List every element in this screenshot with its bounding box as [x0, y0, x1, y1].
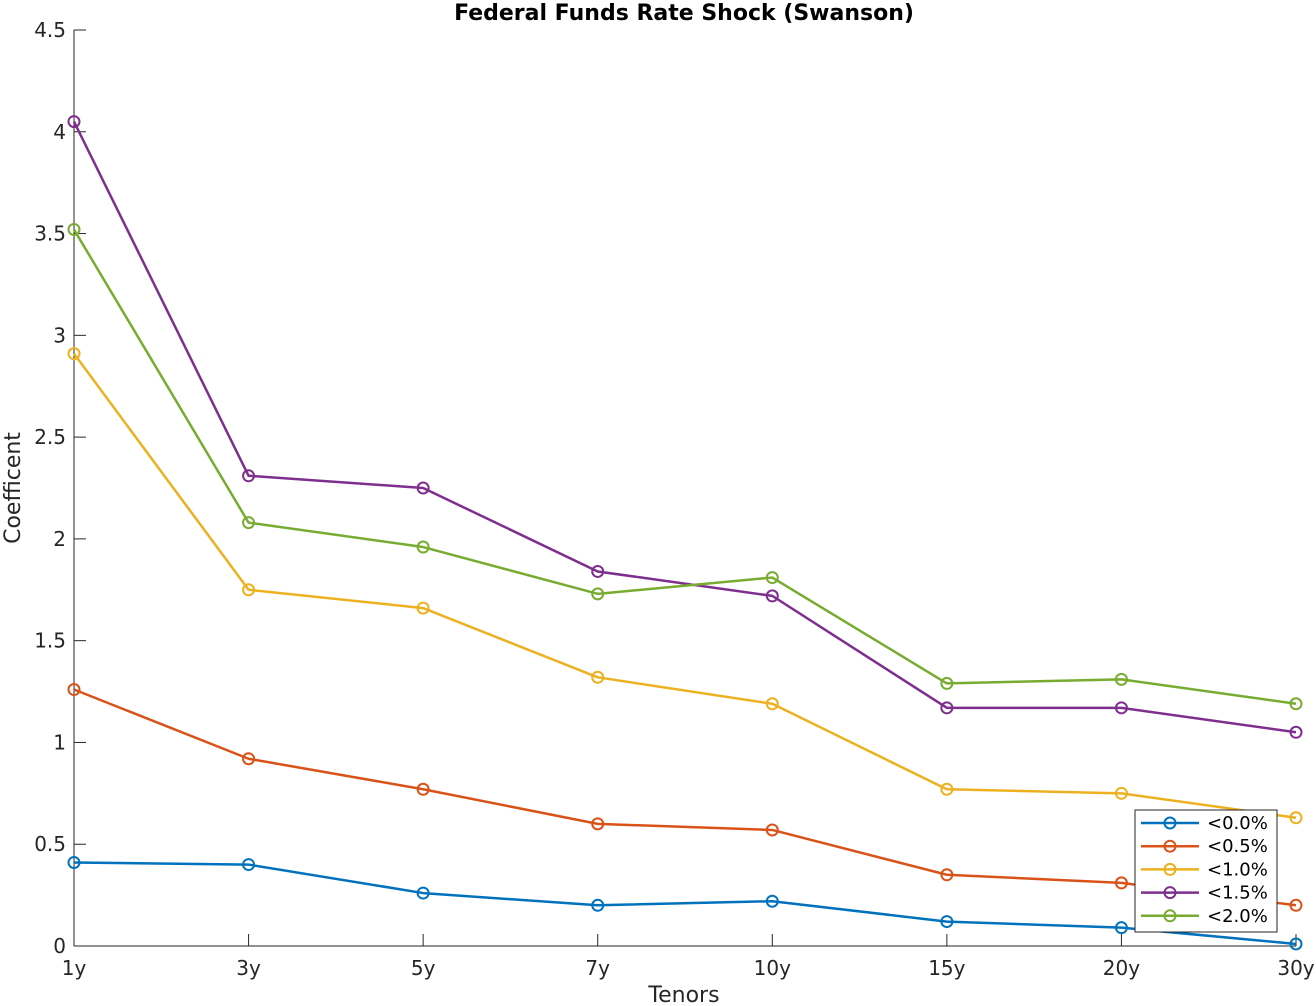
data-point — [765, 589, 779, 603]
legend-item: <1.5% — [1141, 883, 1268, 904]
legend-item: <2.0% — [1141, 906, 1268, 927]
data-point — [67, 856, 81, 870]
data-point — [765, 823, 779, 837]
data-point — [416, 540, 430, 554]
y-tick-label: 0 — [53, 934, 66, 958]
series-line — [73, 688, 1297, 907]
data-point — [591, 817, 605, 831]
axes: 0 0.5 1 1.5 2 2.5 3 3.5 4 4.5 1y 3y 5y 7y 10y 15y 20y 30y — [34, 18, 1315, 980]
data-point — [67, 115, 81, 129]
x-tick-label: 5y — [411, 956, 436, 980]
data-point — [242, 583, 256, 597]
data-point — [1114, 921, 1128, 935]
legend-marker — [1163, 909, 1177, 923]
data-point — [242, 858, 256, 872]
series-layer — [67, 115, 1303, 951]
data-point — [242, 752, 256, 766]
legend-label: <1.5% — [1207, 883, 1268, 904]
data-point — [1114, 876, 1128, 890]
y-tick-label: 3.5 — [34, 222, 66, 246]
data-point — [940, 701, 954, 715]
legend-marker — [1163, 839, 1177, 853]
legend-marker — [1163, 862, 1177, 876]
data-point — [416, 782, 430, 796]
legend-item: <0.0% — [1141, 813, 1268, 834]
data-point — [1289, 725, 1303, 739]
data-point — [416, 886, 430, 900]
legend-item: <0.5% — [1141, 836, 1268, 857]
data-point — [591, 564, 605, 578]
data-point — [67, 683, 81, 697]
legend-marker — [1163, 816, 1177, 830]
series-line — [72, 121, 1297, 734]
y-tick-label: 0.5 — [34, 832, 66, 856]
legend-marker — [1163, 886, 1177, 900]
legend-item: <1.0% — [1141, 859, 1268, 880]
x-tick-label: 1y — [62, 956, 87, 980]
legend-label: <2.0% — [1207, 906, 1268, 927]
chart-title: Federal Funds Rate Shock (Swanson) — [454, 1, 914, 26]
data-point — [416, 601, 430, 615]
data-point — [940, 782, 954, 796]
data-point — [940, 676, 954, 690]
data-point — [765, 894, 779, 908]
y-tick-label: 4 — [53, 120, 66, 144]
y-tick-label: 1.5 — [34, 629, 66, 653]
data-point — [765, 571, 779, 585]
data-point — [67, 222, 81, 236]
series-4 — [67, 115, 1303, 739]
legend: <0.0%<0.5%<1.0% <1.5%<2.0% — [1134, 809, 1278, 933]
data-point — [1289, 937, 1303, 951]
legend-label: <1.0% — [1207, 859, 1268, 880]
x-tick-label: 3y — [236, 956, 261, 980]
data-point — [242, 469, 256, 483]
series-line — [72, 352, 1297, 819]
x-tick-label: 20y — [1103, 956, 1140, 980]
legend-label: <0.0% — [1207, 813, 1268, 834]
data-point — [1289, 898, 1303, 912]
data-point — [591, 670, 605, 684]
y-tick-label: 2.5 — [34, 425, 66, 449]
series-line — [73, 861, 1297, 946]
data-point — [1114, 786, 1128, 800]
series-3 — [67, 347, 1303, 825]
data-point — [591, 898, 605, 912]
data-point — [67, 347, 81, 361]
data-point — [591, 587, 605, 601]
data-point — [1289, 697, 1303, 711]
legend-box — [1134, 809, 1278, 933]
x-tick-label: 10y — [754, 956, 791, 980]
data-point — [1289, 811, 1303, 825]
series-2 — [67, 683, 1303, 912]
data-point — [940, 868, 954, 882]
series-1 — [67, 856, 1303, 951]
x-axis-title: Tenors — [647, 983, 719, 1006]
y-axis-title: Coefficent — [1, 432, 26, 544]
series-line — [72, 228, 1297, 706]
y-tick-label: 4.5 — [34, 18, 66, 42]
data-point — [1114, 701, 1128, 715]
data-point — [765, 697, 779, 711]
y-tick-label: 1 — [53, 730, 66, 754]
y-tick-label: 2 — [53, 527, 66, 551]
x-tick-label: 15y — [928, 956, 965, 980]
data-point — [940, 915, 954, 929]
data-point — [1114, 672, 1128, 686]
data-point — [242, 516, 256, 530]
y-tick-label: 3 — [53, 323, 66, 347]
x-tick-label: 30y — [1277, 956, 1314, 980]
legend-label: <0.5% — [1207, 836, 1268, 857]
x-tick-label: 7y — [585, 956, 610, 980]
series-5 — [67, 222, 1303, 711]
data-point — [416, 481, 430, 495]
